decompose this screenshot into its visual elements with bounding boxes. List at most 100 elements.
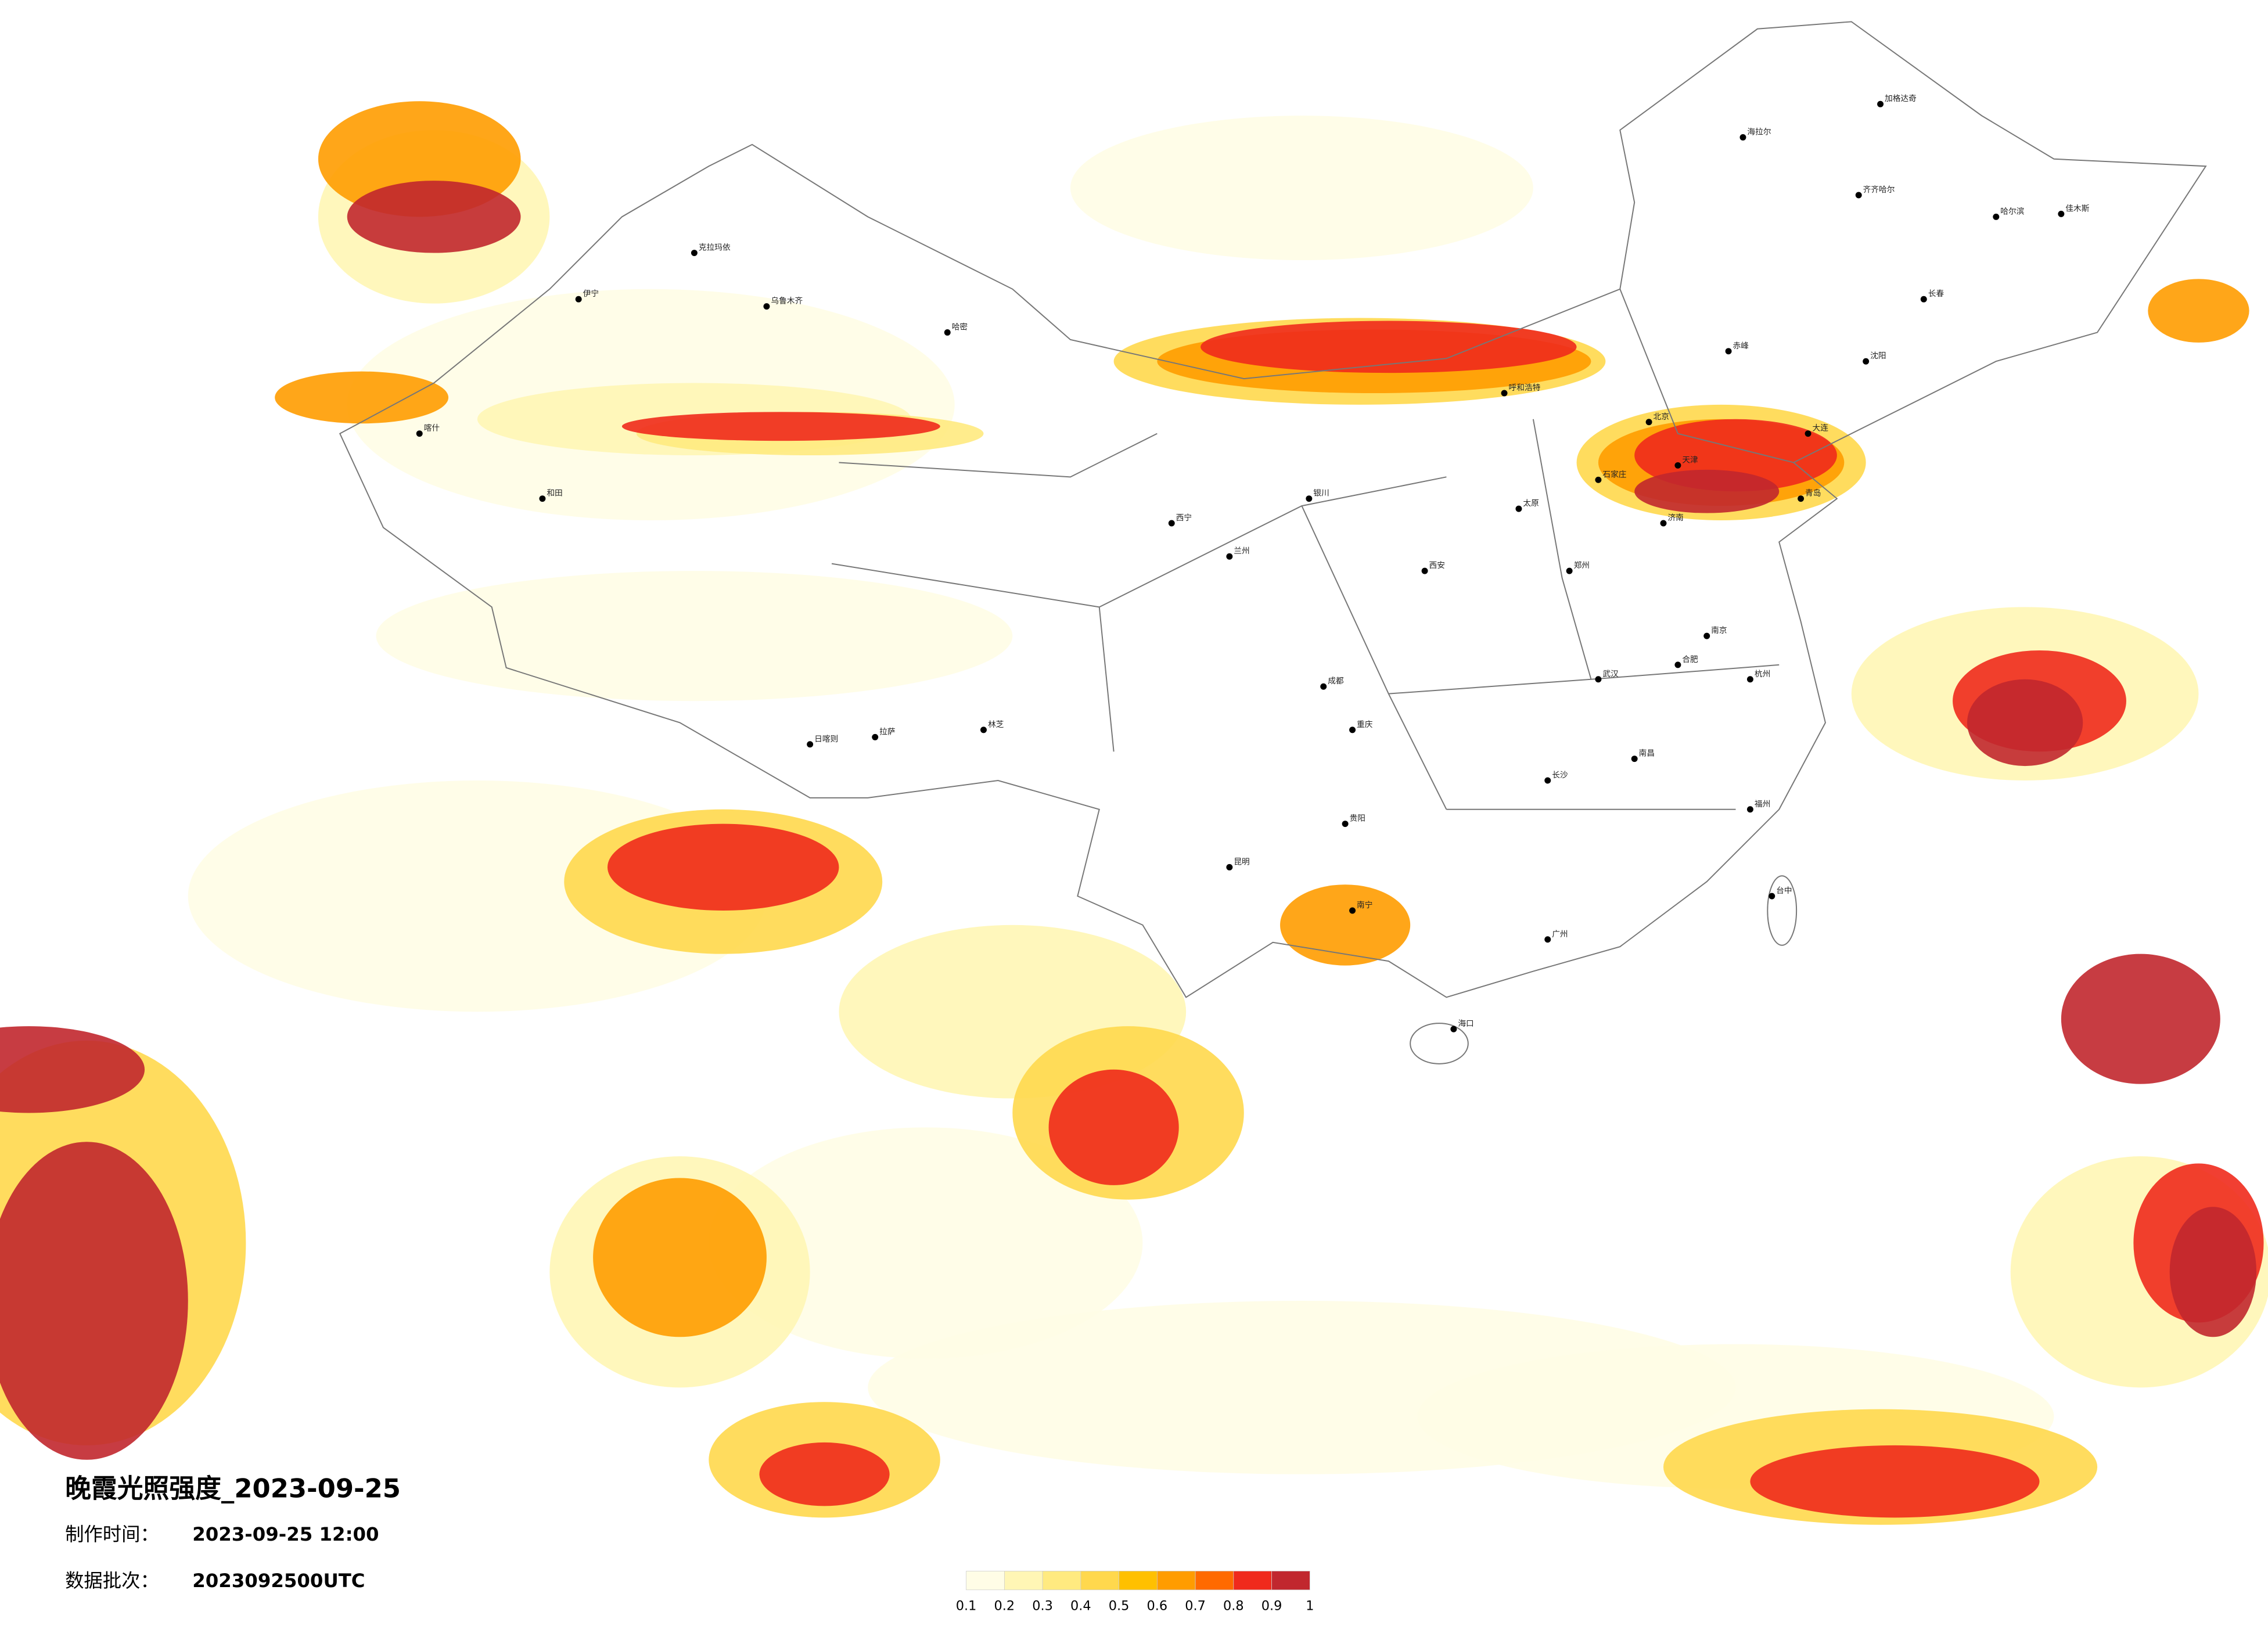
city-label: 西宁 (1176, 513, 1192, 523)
title: 晚霞光照强度_2023-09-25 (65, 1473, 401, 1504)
boundaries (339, 21, 2207, 1064)
city-label: 海拉尔 (1747, 127, 1771, 136)
city-label: 西安 (1429, 561, 1445, 570)
city-label: 兰州 (1234, 546, 1249, 556)
city-dot (1746, 806, 1753, 813)
heat-blob (593, 1178, 767, 1337)
city-dot (1863, 358, 1870, 365)
city-label: 赤峰 (1733, 341, 1749, 351)
taiwan (1767, 875, 1798, 946)
city-dot (1168, 520, 1175, 527)
colorbar-tick-label: 0.9 (1261, 1599, 1282, 1614)
city-dot (1739, 134, 1746, 141)
colorbar-box (1080, 1571, 1119, 1591)
heat-blob (759, 1442, 890, 1506)
city-label: 南昌 (1639, 749, 1655, 758)
city-label: 呼和浩特 (1509, 383, 1541, 393)
city-dot (575, 296, 582, 303)
city-dot (1660, 520, 1667, 527)
city-dot (807, 741, 814, 748)
colorbar-tick-label: 0.4 (1070, 1599, 1091, 1614)
city-dot (1515, 505, 1522, 512)
city-dot (2058, 210, 2065, 217)
heat-blob (1280, 884, 1411, 966)
heat-blob (2148, 279, 2249, 343)
heat-blob (2169, 1207, 2257, 1337)
hainan (1410, 1023, 1469, 1064)
colorbar-box (1233, 1571, 1272, 1591)
city-dot (1349, 726, 1356, 733)
city-dot (944, 329, 951, 336)
city-dot (1703, 632, 1710, 639)
city-label: 武汉 (1602, 670, 1619, 679)
colorbar: 0.1 0.2 0.3 0.4 0.5 0.6 0.7 0.8 0.9 1 (956, 1571, 1314, 1614)
city-label: 沈阳 (1870, 351, 1886, 361)
city-dot (1342, 821, 1349, 828)
colorbar-tick-label: 1 (1306, 1599, 1314, 1614)
city-dot (1674, 462, 1681, 469)
city-label: 拉萨 (879, 727, 895, 736)
colorbar-box (1119, 1571, 1158, 1591)
heat-blob (2061, 954, 2220, 1084)
city-dot (1595, 676, 1602, 683)
city-dot (1631, 756, 1638, 762)
city-label: 天津 (1682, 455, 1698, 465)
city-label: 太原 (1523, 499, 1539, 508)
city-label: 南京 (1711, 626, 1727, 635)
city-dot (1421, 567, 1428, 574)
city-dot (1595, 476, 1602, 483)
city-label: 乌鲁木齐 (771, 297, 803, 306)
city-dot (1226, 864, 1233, 870)
city-label: 重庆 (1357, 720, 1373, 729)
city-dot (1798, 495, 1805, 502)
heat-layer (0, 101, 2268, 1525)
city-label: 哈密 (952, 322, 968, 332)
city-label: 贵阳 (1350, 814, 1365, 823)
heat-blob (1201, 321, 1577, 373)
city-dot (691, 250, 698, 257)
colorbar-tick-label: 0.3 (1032, 1599, 1053, 1614)
city-dot (1877, 100, 1884, 107)
heat-blob (1048, 1069, 1179, 1185)
heat-blob (0, 1142, 188, 1460)
city-dot (980, 726, 987, 733)
city-label: 台中 (1776, 886, 1792, 895)
city-label: 林芝 (988, 720, 1004, 729)
heat-blob (0, 1026, 145, 1113)
city-label: 郑州 (1574, 561, 1590, 570)
city-label: 和田 (547, 489, 562, 498)
heat-blob (1750, 1445, 2040, 1518)
city-dot (1226, 553, 1233, 560)
city-label: 长春 (1928, 289, 1944, 298)
colorbar-tick-label: 0.8 (1223, 1599, 1244, 1614)
city-label: 成都 (1328, 677, 1344, 686)
city-label: 济南 (1667, 513, 1683, 523)
city-label: 日喀则 (814, 735, 838, 744)
city-dot (1349, 907, 1356, 914)
city-label: 南宁 (1357, 900, 1372, 910)
city-dot (1450, 1026, 1457, 1033)
city-dot (1855, 192, 1862, 199)
city-dot (1993, 213, 2000, 220)
city-label: 哈尔滨 (2000, 207, 2024, 216)
city-label: 广州 (1552, 930, 1568, 939)
heat-blob (347, 181, 521, 253)
heat-blob (709, 1127, 1143, 1359)
heat-blob (1967, 679, 2083, 767)
batch-label: 数据批次： (65, 1570, 159, 1592)
city-label: 北京 (1654, 412, 1669, 422)
city-dot (1320, 683, 1327, 690)
city-dot (1544, 936, 1551, 943)
city-dot (1544, 777, 1551, 784)
made-label: 制作时间： (65, 1523, 159, 1545)
made-time: 2023-09-25 12:00 (192, 1523, 379, 1545)
city-label: 克拉玛依 (699, 243, 731, 253)
city-dot (1306, 495, 1313, 502)
city-label: 石家庄 (1602, 469, 1626, 479)
city-dot (1725, 348, 1732, 355)
city-dot (1566, 567, 1573, 574)
city-dot (1746, 676, 1753, 683)
